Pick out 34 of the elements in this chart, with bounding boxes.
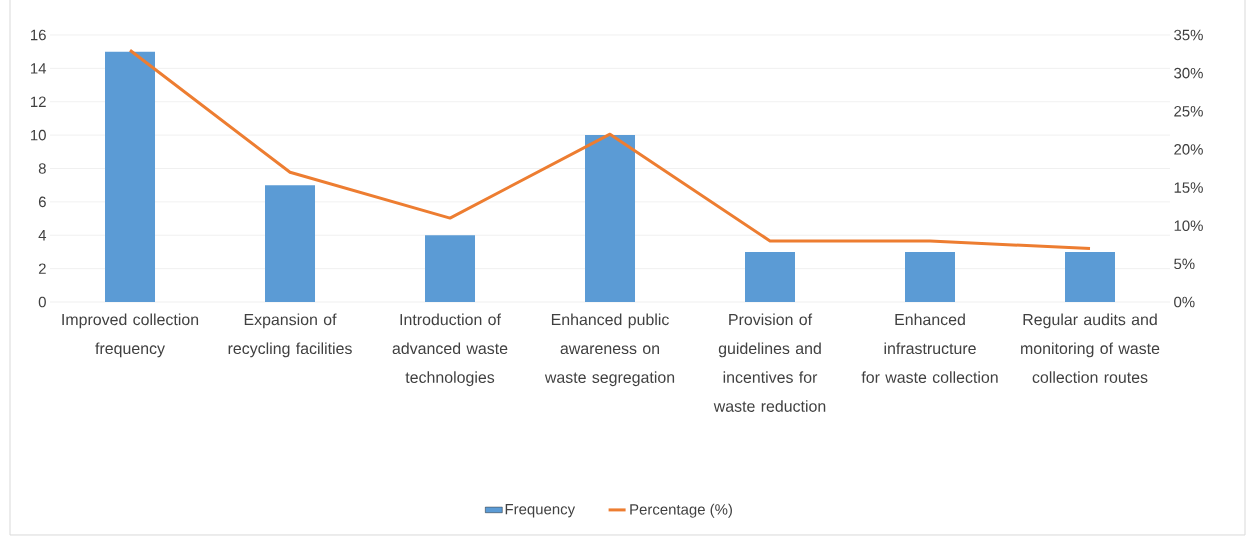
y-tick-label: 14: [31, 63, 47, 74]
x-tick-label: Enhanced infrastructure for waste collection: [861, 313, 998, 383]
x-tick-label: Regular audits and monitoring of waste collection routes: [1021, 313, 1160, 383]
bar: [905, 251, 956, 302]
y2-tick-label: 15%: [1174, 182, 1203, 193]
y2-tick-label: 25%: [1174, 105, 1203, 117]
x-tick-label: Expansion of recycling facilities: [228, 313, 352, 358]
y2-tick-label: 30%: [1174, 67, 1203, 79]
y2-tick-label: 5%: [1174, 258, 1195, 270]
y-tick-label: 12: [31, 96, 46, 107]
y-tick-label: 10: [31, 129, 46, 141]
legend-label: Percentage (%): [630, 503, 732, 518]
bar: [265, 185, 316, 302]
legend-label: Frequency: [505, 504, 576, 518]
x-tick-label: Introduction of advanced waste technologies: [392, 313, 508, 387]
y-tick-label: 8: [38, 163, 46, 174]
y-tick-label: 4: [38, 230, 47, 241]
y-tick-label: 2: [38, 263, 46, 274]
y-tick-label: 0: [38, 296, 46, 308]
x-tick-label: Provision of guidelines and incentives for waste reduction: [713, 313, 826, 412]
bar: [745, 251, 796, 302]
y2-tick-label: 0%: [1174, 296, 1195, 308]
y2-tick-label: 20%: [1174, 144, 1203, 155]
bar: [585, 135, 636, 302]
bar: [425, 235, 476, 302]
bar: [1065, 251, 1116, 302]
y2-tick-label: 10%: [1174, 220, 1203, 231]
y-tick-label: 16: [31, 29, 46, 41]
x-tick-label: Improved collection frequency: [62, 313, 199, 358]
y-tick-label: 6: [38, 196, 46, 208]
bar: [105, 51, 156, 302]
x-tick-label: Enhanced public awareness on waste segregation: [544, 313, 675, 387]
line-series: [128, 48, 1092, 251]
y2-tick-label: 35%: [1174, 29, 1203, 41]
